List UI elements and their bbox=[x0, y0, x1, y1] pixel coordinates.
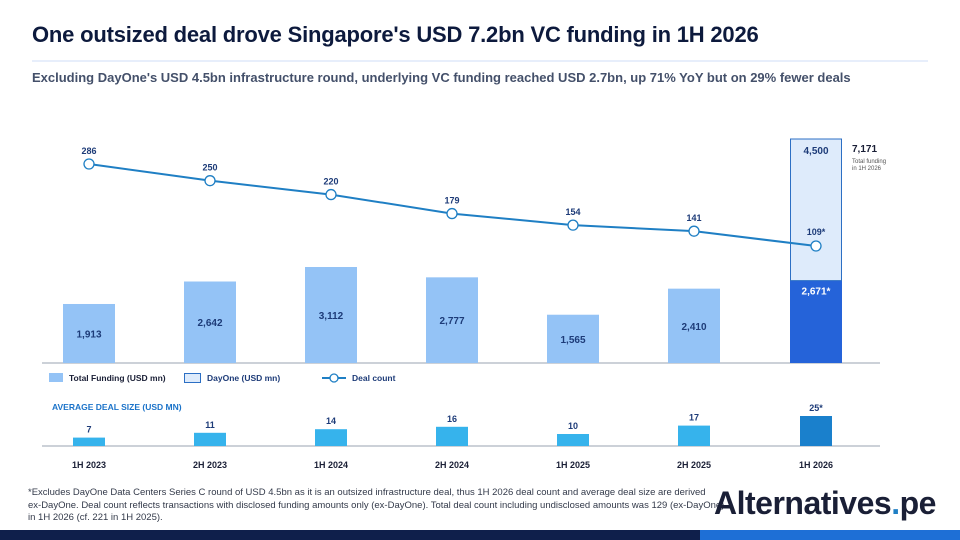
deal-count-point bbox=[204, 175, 216, 187]
legend-deal-count-label: Deal count bbox=[352, 373, 396, 383]
legend-funding-swatch bbox=[49, 373, 63, 382]
avg-deal-size-bar bbox=[436, 426, 468, 446]
legend-dayone-swatch bbox=[184, 373, 201, 383]
page-subtitle: Excluding DayOne's USD 4.5bn infrastruct… bbox=[32, 70, 851, 85]
avg-deal-size-bar bbox=[678, 425, 710, 446]
funding-value-label: 3,112 bbox=[319, 311, 344, 322]
brand-logo: Alternatives.pe bbox=[714, 485, 936, 522]
legend-line-marker bbox=[329, 373, 339, 383]
funding-value-label: 1,913 bbox=[76, 329, 101, 340]
x-axis-label: 1H 2024 bbox=[314, 460, 348, 470]
deal-count-point bbox=[325, 188, 337, 201]
brand-name: Alternatives bbox=[714, 485, 892, 521]
avg-deal-size-label: 16 bbox=[447, 414, 457, 424]
funding-value-label: 2,642 bbox=[197, 318, 222, 329]
avg-deal-size-bar bbox=[73, 437, 105, 446]
x-axis-label: 1H 2025 bbox=[556, 460, 590, 470]
brand-dot: . bbox=[891, 485, 900, 521]
footnote-line-2: ex-DayOne. Deal count reflects transacti… bbox=[28, 499, 725, 511]
funding-bar bbox=[63, 303, 115, 363]
avg-deal-size-label: 10 bbox=[568, 421, 578, 431]
avg-deal-size-label: 14 bbox=[326, 416, 336, 426]
deal-count-label: 250 bbox=[202, 163, 217, 173]
avg-deal-size-bar bbox=[800, 416, 832, 446]
deal-count-point bbox=[446, 207, 458, 220]
avg-deal-size-label: 17 bbox=[689, 413, 699, 423]
legend-funding-label: Total Funding (USD mn) bbox=[69, 373, 166, 383]
footnote-line-3: in 1H 2026 (cf. 221 in 1H 2025). bbox=[28, 512, 163, 523]
avg-deal-size-bar bbox=[315, 429, 347, 446]
avg-deal-size-bar bbox=[194, 432, 226, 446]
bottom-bar-light bbox=[700, 530, 960, 540]
funding-value-label: 1,565 bbox=[560, 335, 585, 346]
bottom-accent-bar bbox=[0, 530, 960, 540]
deal-count-label: 286 bbox=[81, 146, 96, 156]
funding-bar bbox=[790, 280, 842, 363]
funding-chart: 1,913 2,642 3,112 2,777 1,565 2,410 2,671* 4,50… bbox=[42, 138, 886, 470]
deal-count-label: 179 bbox=[444, 196, 459, 206]
brand-suffix: pe bbox=[899, 485, 937, 521]
deal-count-label: 220 bbox=[323, 177, 338, 187]
avg-deal-size-label: 11 bbox=[205, 420, 215, 430]
deal-count-point bbox=[83, 158, 95, 170]
avg-deal-size-label: 25* bbox=[809, 403, 823, 413]
funding-value-label: 2,410 bbox=[681, 322, 706, 333]
x-axis-label: 2H 2023 bbox=[193, 460, 227, 470]
deal-count-label: 109* bbox=[807, 227, 826, 237]
page-title: One outsized deal drove Singapore's USD … bbox=[32, 22, 759, 47]
bottom-bar-dark bbox=[0, 530, 700, 540]
funding-bar bbox=[184, 281, 236, 363]
title-divider bbox=[32, 60, 928, 62]
deal-count-point bbox=[567, 219, 579, 231]
total-funding-note: Total funding bbox=[852, 159, 886, 165]
funding-value-label: 2,777 bbox=[439, 316, 464, 327]
x-axis-label: 2H 2024 bbox=[435, 460, 469, 470]
dayone-value-label: 4,500 bbox=[803, 146, 828, 157]
avg-deal-size-label: 7 bbox=[86, 425, 91, 435]
deal-count-label: 154 bbox=[565, 207, 580, 217]
x-axis-label: 1H 2023 bbox=[72, 460, 106, 470]
funding-value-label: 2,671* bbox=[802, 287, 831, 298]
legend-dayone-label: DayOne (USD mn) bbox=[207, 373, 280, 383]
total-funding-value: 7,171 bbox=[852, 144, 877, 155]
deal-count-point bbox=[688, 225, 700, 237]
deal-count-label: 141 bbox=[686, 213, 701, 223]
funding-bar bbox=[547, 314, 599, 363]
funding-bar bbox=[668, 288, 720, 363]
avg-deal-size-bar bbox=[557, 434, 589, 446]
footnote: *Excludes DayOne Data Centers Series C r… bbox=[28, 487, 728, 525]
footnote-line-1: *Excludes DayOne Data Centers Series C r… bbox=[28, 487, 706, 498]
x-axis-label: 2H 2025 bbox=[677, 460, 711, 470]
funding-bar bbox=[426, 277, 478, 363]
avg-deal-size-title: AVERAGE DEAL SIZE (USD MN) bbox=[52, 402, 182, 412]
funding-bar bbox=[305, 267, 357, 363]
total-funding-note: in 1H 2026 bbox=[852, 166, 882, 172]
deal-count-point bbox=[810, 240, 822, 252]
x-axis-label: 1H 2026 bbox=[799, 460, 833, 470]
dayone-bar bbox=[790, 138, 842, 282]
